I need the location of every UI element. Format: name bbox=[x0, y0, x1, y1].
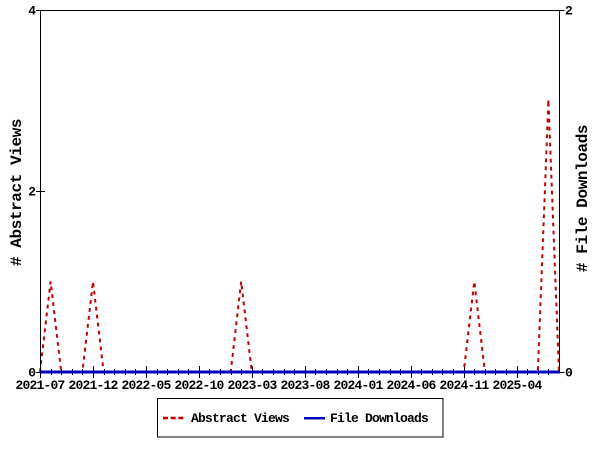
svg-text:2024-01: 2024-01 bbox=[333, 378, 383, 393]
svg-text:# File Downloads: # File Downloads bbox=[574, 125, 592, 272]
svg-text:2: 2 bbox=[28, 185, 36, 200]
svg-text:2021-07: 2021-07 bbox=[15, 378, 64, 393]
svg-text:2021-12: 2021-12 bbox=[68, 378, 118, 393]
svg-text:2023-08: 2023-08 bbox=[280, 378, 330, 393]
svg-text:2024-11: 2024-11 bbox=[439, 378, 489, 393]
svg-text:Abstract Views: Abstract Views bbox=[191, 411, 290, 426]
svg-text:# Abstract Views: # Abstract Views bbox=[8, 119, 26, 266]
svg-text:2025-04: 2025-04 bbox=[492, 378, 542, 393]
svg-text:2024-06: 2024-06 bbox=[386, 378, 436, 393]
svg-text:2023-03: 2023-03 bbox=[227, 378, 277, 393]
svg-text:0: 0 bbox=[28, 366, 36, 381]
svg-text:2022-10: 2022-10 bbox=[174, 378, 224, 393]
svg-text:0: 0 bbox=[565, 366, 573, 381]
svg-text:File Downloads: File Downloads bbox=[330, 411, 429, 426]
svg-text:4: 4 bbox=[28, 4, 36, 19]
svg-text:2022-05: 2022-05 bbox=[121, 378, 171, 393]
svg-text:2: 2 bbox=[565, 4, 573, 19]
